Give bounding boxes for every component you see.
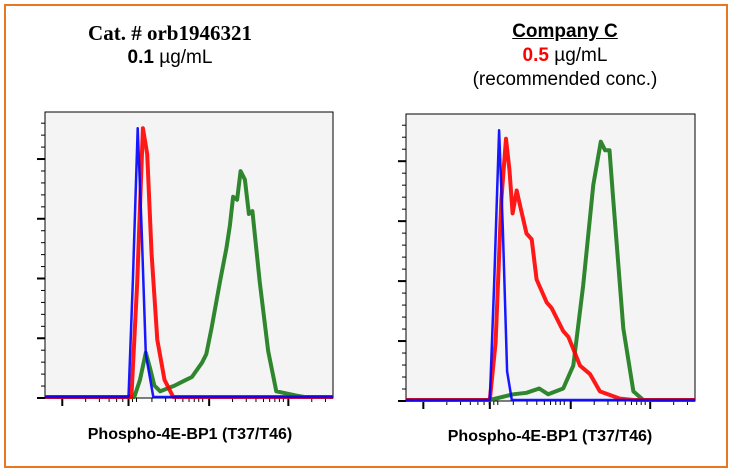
plot-area bbox=[44, 111, 334, 399]
left-conc-unit: µg/mL bbox=[159, 47, 213, 68]
blue-histogram bbox=[406, 128, 695, 402]
left-title: Cat. # orb1946321 bbox=[88, 21, 252, 45]
right-x-axis-label: Phospho-4E-BP1 (T37/T46) bbox=[447, 428, 653, 445]
plot-0 bbox=[37, 111, 334, 406]
right-note: (recommended conc.) bbox=[472, 69, 658, 90]
red-histogram bbox=[45, 126, 333, 399]
right-title: Company C bbox=[512, 21, 618, 42]
red-histogram bbox=[406, 136, 695, 402]
left-concentration: 0.1 µg/mL bbox=[40, 46, 300, 70]
plot-area bbox=[405, 113, 696, 402]
left-header: Cat. # orb1946321 0.1 µg/mL bbox=[40, 20, 300, 70]
plot-1 bbox=[398, 113, 696, 409]
green-histogram bbox=[45, 169, 333, 399]
right-conc-value: 0.5 bbox=[522, 45, 549, 66]
blue-histogram bbox=[45, 126, 333, 399]
right-header: Company C 0.5 µg/mL (recommended conc.) bbox=[420, 20, 710, 92]
left-conc-value: 0.1 bbox=[127, 47, 154, 68]
left-x-axis-label: Phospho-4E-BP1 (T37/T46) bbox=[87, 426, 293, 443]
right-concentration: 0.5 µg/mL bbox=[420, 44, 710, 68]
right-conc-unit: µg/mL bbox=[554, 45, 608, 66]
orange-frame bbox=[4, 4, 728, 468]
green-histogram bbox=[406, 139, 695, 402]
